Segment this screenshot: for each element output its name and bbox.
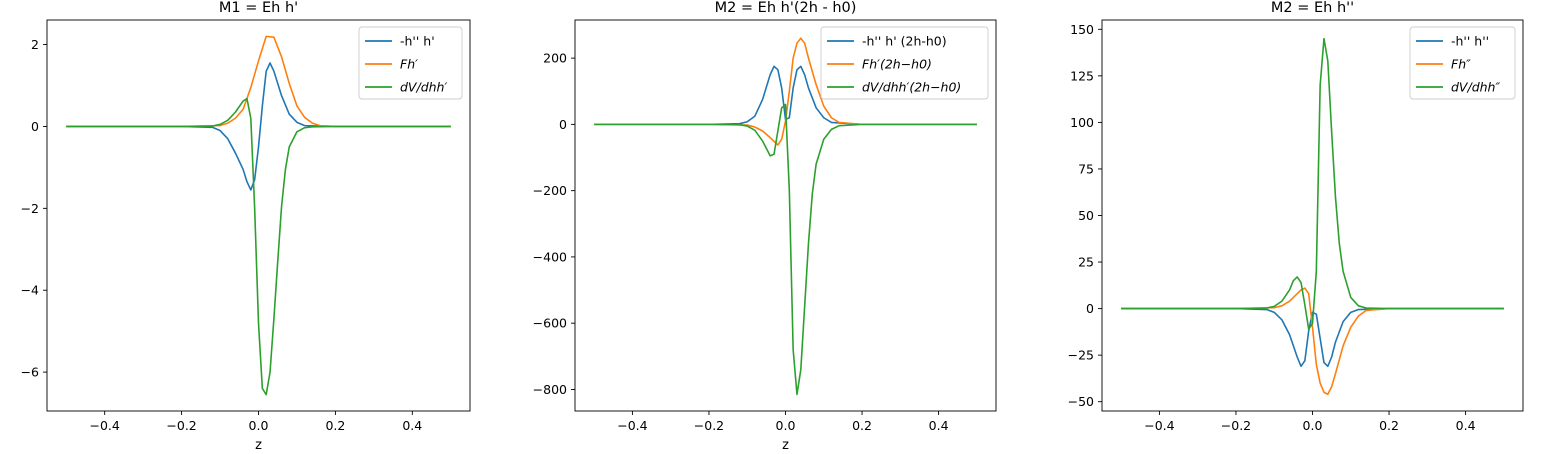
series-line-3 [594,103,977,396]
y-tick-label: 0 [559,117,567,132]
y-tick-label: 200 [543,51,567,66]
legend: -h'' h' (2h-h0) Fh′(2h−h0) dV/dhh′(2h−h0) [820,26,989,100]
series-line-1 [66,62,451,191]
legend-label: -h'' h' (2h-h0) [862,34,947,49]
y-tick-label: 25 [1078,255,1094,270]
y-tick-label: 0 [31,119,39,134]
y-tick-label: 100 [1070,115,1094,130]
x-tick-label: −0.4 [90,418,120,433]
legend-label: -h'' h'' [1451,34,1489,49]
series-line-2 [594,37,977,146]
y-tick-label: −800 [533,382,567,397]
series-line-3 [1121,37,1504,330]
series-line-1 [594,65,977,126]
x-axis-label: z [782,438,789,450]
y-tick-label: 75 [1078,161,1094,176]
chart-title: M2 = Eh h'' [1271,0,1354,16]
series-line-2 [66,35,451,128]
y-tick-label: −600 [533,316,567,331]
legend: -h'' h' Fh′ dV/dhh′ [358,26,463,100]
legend-label: Fh′(2h−h0) [862,57,932,72]
chart-title: M1 = Eh h' [219,0,298,16]
chart-title: M2 = Eh h'(2h - h0) [715,0,857,16]
x-tick-label: 0.4 [1456,418,1476,433]
x-tick-label: −0.2 [694,418,724,433]
y-tick-label: −25 [1068,348,1094,363]
x-tick-label: −0.4 [1144,418,1174,433]
legend-box [358,26,463,100]
x-tick-label: 0.0 [249,418,269,433]
x-tick-label: 0.4 [929,418,949,433]
x-tick-label: −0.2 [166,418,196,433]
legend-box [820,26,989,100]
legend-label: dV/dhh′ [400,80,447,95]
chart-panel-3: M2 = Eh h'' −0.4 −0.2 0.0 0.2 0.4 150 125 100 75 5… [1068,0,1524,433]
y-tick-label: −400 [533,249,567,264]
series-line-3 [66,97,451,396]
y-tick-label: 50 [1078,208,1094,223]
x-axis-label: z [255,438,262,450]
x-tick-label: 0.4 [402,418,422,433]
y-tick-label: −50 [1068,394,1094,409]
legend-label: Fh′ [400,57,418,72]
y-tick-label: −200 [533,183,567,198]
x-tick-label: 0.0 [1303,418,1323,433]
chart-panel-1: M1 = Eh h' −0.4 −0.2 0.0 0.2 0.4 2 0 −2 −4 −6 z -h''… [21,0,471,453]
chart-panel-2: M2 = Eh h'(2h - h0) −0.4 −0.2 0.0 0.2 0.4 200 0… [533,0,997,453]
y-tick-label: 2 [31,37,39,52]
y-tick-label: −2 [21,201,39,216]
y-tick-label: 0 [1086,301,1094,316]
x-tick-label: −0.2 [1221,418,1251,433]
legend: -h'' h'' Fh″ dV/dhh″ [1409,26,1516,100]
y-tick-label: −6 [21,365,39,380]
series-line-2 [1121,287,1504,396]
x-tick-label: 0.2 [1379,418,1399,433]
x-tick-label: 0.2 [852,418,872,433]
legend-label: dV/dhh″ [1451,80,1500,95]
series-line-1 [1121,307,1504,368]
legend-box [1409,26,1516,100]
y-tick-label: 150 [1070,22,1094,37]
x-tick-label: 0.0 [776,418,796,433]
y-tick-label: −4 [21,283,39,298]
legend-label: Fh″ [1451,57,1471,72]
x-tick-label: −0.4 [617,418,647,433]
x-tick-label: 0.2 [325,418,345,433]
legend-label: -h'' h' [400,34,435,49]
legend-label: dV/dhh′(2h−h0) [862,80,961,95]
y-tick-label: 125 [1070,68,1094,83]
